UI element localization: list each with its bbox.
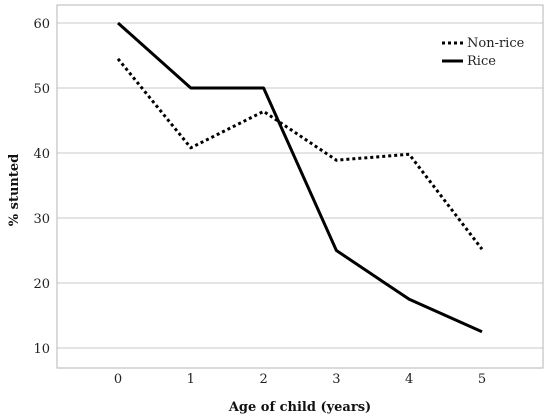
axes <box>56 4 544 369</box>
gridlines <box>57 22 543 349</box>
x-tick-label-3: 3 <box>332 372 340 387</box>
x-axis-title: Age of child (years) <box>228 400 371 415</box>
x-tick-label-5: 5 <box>478 372 486 387</box>
series-lines <box>116 21 484 334</box>
series-line-rice <box>117 21 483 334</box>
x-tick-label-2: 2 <box>259 372 267 387</box>
y-tick-labels: 10 20 30 40 50 60 <box>33 17 50 357</box>
x-tick-label-0: 0 <box>114 372 122 387</box>
y-tick-label-20: 20 <box>33 277 50 292</box>
series-line-non-rice <box>116 57 484 251</box>
x-tick-label-4: 4 <box>405 372 413 387</box>
plot-frame <box>56 4 544 369</box>
legend: Non-rice Rice <box>442 36 525 69</box>
y-tick-label-40: 40 <box>33 147 50 162</box>
y-tick-label-30: 30 <box>33 212 50 227</box>
y-tick-label-60: 60 <box>33 17 50 32</box>
x-tick-labels: 0 1 2 3 4 5 <box>114 372 486 387</box>
legend-label-rice: Rice <box>467 54 496 69</box>
legend-label-non-rice: Non-rice <box>467 36 525 51</box>
y-axis-title: % stunted <box>7 154 22 226</box>
y-tick-label-10: 10 <box>33 342 50 357</box>
x-tick-label-1: 1 <box>187 372 195 387</box>
y-tick-label-50: 50 <box>33 82 50 97</box>
